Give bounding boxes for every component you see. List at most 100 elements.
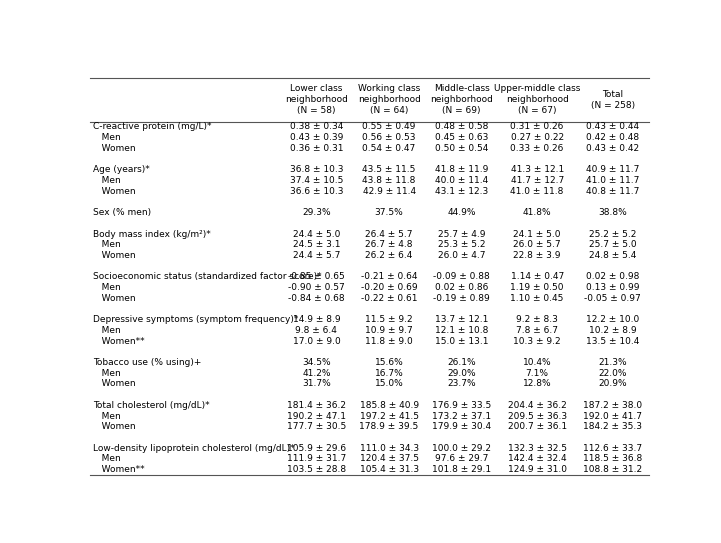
Text: -0.20 ± 0.69: -0.20 ± 0.69 <box>360 283 417 292</box>
Text: 40.9 ± 11.7: 40.9 ± 11.7 <box>586 165 640 174</box>
Text: 179.9 ± 30.4: 179.9 ± 30.4 <box>432 422 491 431</box>
Text: 41.0 ± 11.7: 41.0 ± 11.7 <box>586 176 640 185</box>
Text: 185.8 ± 40.9: 185.8 ± 40.9 <box>360 401 419 410</box>
Text: 0.33 ± 0.26: 0.33 ± 0.26 <box>510 144 564 153</box>
Text: Middle-class
neighborhood
(N = 69): Middle-class neighborhood (N = 69) <box>430 84 493 115</box>
Text: 0.55 ± 0.49: 0.55 ± 0.49 <box>363 123 416 131</box>
Text: 16.7%: 16.7% <box>375 369 404 378</box>
Text: 190.2 ± 47.1: 190.2 ± 47.1 <box>287 412 346 420</box>
Text: -0.90 ± 0.57: -0.90 ± 0.57 <box>288 283 345 292</box>
Text: 100.0 ± 29.2: 100.0 ± 29.2 <box>432 444 491 453</box>
Text: 181.4 ± 36.2: 181.4 ± 36.2 <box>287 401 346 410</box>
Text: 187.2 ± 38.0: 187.2 ± 38.0 <box>583 401 642 410</box>
Text: 26.0 ± 4.7: 26.0 ± 4.7 <box>438 251 485 260</box>
Text: Tobacco use (% using)+: Tobacco use (% using)+ <box>93 358 201 367</box>
Text: -0.84 ± 0.68: -0.84 ± 0.68 <box>288 294 345 303</box>
Text: 0.42 ± 0.48: 0.42 ± 0.48 <box>586 133 639 142</box>
Text: 41.0 ± 11.8: 41.0 ± 11.8 <box>510 187 564 195</box>
Text: Women: Women <box>93 187 136 195</box>
Text: 40.0 ± 11.4: 40.0 ± 11.4 <box>435 176 488 185</box>
Text: 0.43 ± 0.44: 0.43 ± 0.44 <box>586 123 639 131</box>
Text: 108.8 ± 31.2: 108.8 ± 31.2 <box>583 465 642 474</box>
Text: 1.14 ± 0.47: 1.14 ± 0.47 <box>510 273 564 281</box>
Text: 26.4 ± 5.7: 26.4 ± 5.7 <box>366 230 413 238</box>
Text: 24.4 ± 5.0: 24.4 ± 5.0 <box>293 230 340 238</box>
Text: Socioeconomic status (standardized factor score)*: Socioeconomic status (standardized facto… <box>93 273 322 281</box>
Text: 176.9 ± 33.5: 176.9 ± 33.5 <box>432 401 491 410</box>
Text: 12.8%: 12.8% <box>523 380 552 388</box>
Text: Men: Men <box>93 369 120 378</box>
Text: 43.8 ± 11.8: 43.8 ± 11.8 <box>363 176 416 185</box>
Text: -0.22 ± 0.61: -0.22 ± 0.61 <box>360 294 417 303</box>
Text: 200.7 ± 36.1: 200.7 ± 36.1 <box>508 422 567 431</box>
Text: 9.8 ± 6.4: 9.8 ± 6.4 <box>296 326 337 335</box>
Text: -0.09 ± 0.88: -0.09 ± 0.88 <box>433 273 490 281</box>
Text: 0.13 ± 0.99: 0.13 ± 0.99 <box>586 283 640 292</box>
Text: 22.0%: 22.0% <box>598 369 627 378</box>
Text: 7.1%: 7.1% <box>526 369 549 378</box>
Text: 24.4 ± 5.7: 24.4 ± 5.7 <box>293 251 340 260</box>
Text: Working class
neighborhood
(N = 64): Working class neighborhood (N = 64) <box>358 84 420 115</box>
Text: 204.4 ± 36.2: 204.4 ± 36.2 <box>508 401 567 410</box>
Text: Lower class
neighborhood
(N = 58): Lower class neighborhood (N = 58) <box>285 84 348 115</box>
Text: C-reactive protein (mg/L)*: C-reactive protein (mg/L)* <box>93 123 211 131</box>
Text: Men: Men <box>93 454 120 463</box>
Text: 0.02 ± 0.98: 0.02 ± 0.98 <box>586 273 640 281</box>
Text: 31.7%: 31.7% <box>302 380 331 388</box>
Text: 192.0 ± 41.7: 192.0 ± 41.7 <box>583 412 642 420</box>
Text: -0.85 ± 0.65: -0.85 ± 0.65 <box>288 273 345 281</box>
Text: Women: Women <box>93 422 136 431</box>
Text: 37.5%: 37.5% <box>375 208 404 217</box>
Text: 15.0 ± 13.1: 15.0 ± 13.1 <box>435 337 488 345</box>
Text: 142.4 ± 32.4: 142.4 ± 32.4 <box>508 454 567 463</box>
Text: 0.56 ± 0.53: 0.56 ± 0.53 <box>363 133 416 142</box>
Text: Total
(N = 258): Total (N = 258) <box>590 90 634 110</box>
Text: 43.1 ± 12.3: 43.1 ± 12.3 <box>435 187 488 195</box>
Text: 0.43 ± 0.39: 0.43 ± 0.39 <box>290 133 343 142</box>
Text: 0.50 ± 0.54: 0.50 ± 0.54 <box>435 144 488 153</box>
Text: Men: Men <box>93 133 120 142</box>
Text: 25.2 ± 5.2: 25.2 ± 5.2 <box>589 230 636 238</box>
Text: 41.3 ± 12.1: 41.3 ± 12.1 <box>510 165 564 174</box>
Text: Women**: Women** <box>93 337 144 345</box>
Text: 184.2 ± 35.3: 184.2 ± 35.3 <box>583 422 642 431</box>
Text: Upper-middle class
neighborhood
(N = 67): Upper-middle class neighborhood (N = 67) <box>494 84 580 115</box>
Text: 124.9 ± 31.0: 124.9 ± 31.0 <box>508 465 567 474</box>
Text: 13.5 ± 10.4: 13.5 ± 10.4 <box>586 337 640 345</box>
Text: 111.9 ± 31.7: 111.9 ± 31.7 <box>287 454 346 463</box>
Text: Women: Women <box>93 144 136 153</box>
Text: 10.9 ± 9.7: 10.9 ± 9.7 <box>366 326 413 335</box>
Text: 36.8 ± 10.3: 36.8 ± 10.3 <box>290 165 343 174</box>
Text: 36.6 ± 10.3: 36.6 ± 10.3 <box>290 187 343 195</box>
Text: 0.43 ± 0.42: 0.43 ± 0.42 <box>586 144 639 153</box>
Text: 38.8%: 38.8% <box>598 208 627 217</box>
Text: 0.38 ± 0.34: 0.38 ± 0.34 <box>290 123 343 131</box>
Text: 1.19 ± 0.50: 1.19 ± 0.50 <box>510 283 564 292</box>
Text: 41.8 ± 11.9: 41.8 ± 11.9 <box>435 165 488 174</box>
Text: 9.2 ± 8.3: 9.2 ± 8.3 <box>516 315 558 324</box>
Text: 40.8 ± 11.7: 40.8 ± 11.7 <box>586 187 640 195</box>
Text: 29.0%: 29.0% <box>448 369 476 378</box>
Text: Men: Men <box>93 176 120 185</box>
Text: 10.2 ± 8.9: 10.2 ± 8.9 <box>589 326 637 335</box>
Text: Women: Women <box>93 251 136 260</box>
Text: 105.4 ± 31.3: 105.4 ± 31.3 <box>360 465 419 474</box>
Text: 26.2 ± 6.4: 26.2 ± 6.4 <box>366 251 412 260</box>
Text: 23.7%: 23.7% <box>448 380 476 388</box>
Text: 42.9 ± 11.4: 42.9 ± 11.4 <box>363 187 415 195</box>
Text: -0.19 ± 0.89: -0.19 ± 0.89 <box>433 294 490 303</box>
Text: 15.0%: 15.0% <box>375 380 404 388</box>
Text: 105.9 ± 29.6: 105.9 ± 29.6 <box>287 444 346 453</box>
Text: 1.10 ± 0.45: 1.10 ± 0.45 <box>510 294 564 303</box>
Text: 29.3%: 29.3% <box>302 208 331 217</box>
Text: Men: Men <box>93 283 120 292</box>
Text: -0.21 ± 0.64: -0.21 ± 0.64 <box>360 273 417 281</box>
Text: 21.3%: 21.3% <box>598 358 627 367</box>
Text: 112.6 ± 33.7: 112.6 ± 33.7 <box>583 444 642 453</box>
Text: 118.5 ± 36.8: 118.5 ± 36.8 <box>583 454 642 463</box>
Text: 41.8%: 41.8% <box>523 208 552 217</box>
Text: 41.7 ± 12.7: 41.7 ± 12.7 <box>510 176 564 185</box>
Text: Low-density lipoprotein cholesterol (mg/dL)*: Low-density lipoprotein cholesterol (mg/… <box>93 444 295 453</box>
Text: Men: Men <box>93 240 120 249</box>
Text: 101.8 ± 29.1: 101.8 ± 29.1 <box>432 465 491 474</box>
